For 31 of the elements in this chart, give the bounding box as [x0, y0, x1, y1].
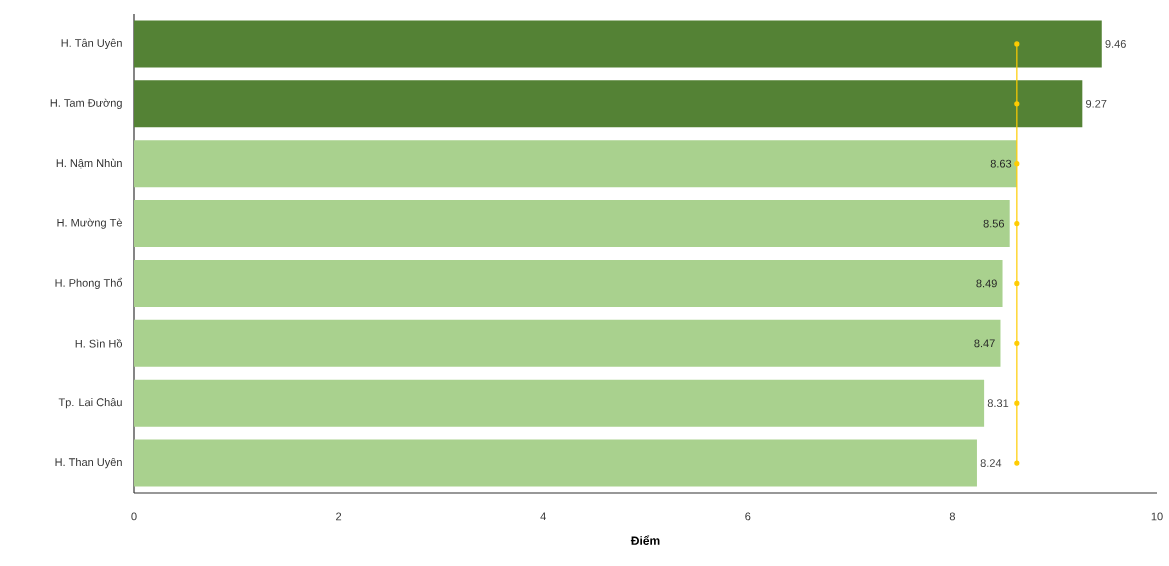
y-tick-label: H. Tam Đường	[50, 98, 122, 110]
x-tick-label: 10	[1151, 512, 1163, 521]
data-label: 8.24	[980, 459, 1002, 467]
bar	[134, 259, 1003, 307]
data-label: 8.49	[976, 279, 997, 288]
bar	[134, 80, 1083, 128]
bar	[134, 140, 1017, 188]
y-tick-label: H. Tân Uyên	[61, 38, 122, 50]
data-label: 8.63	[990, 159, 1012, 168]
bar	[134, 379, 985, 427]
y-tick-label: Tp. Lai Châu	[58, 398, 122, 409]
y-tick-label: H. Nậm Nhùn	[56, 158, 122, 169]
y-tick-label: H. Mường Tè	[57, 218, 122, 229]
y-tick-label: H. Than Uyên	[55, 457, 122, 469]
bar	[134, 20, 1102, 68]
x-tick-label: 2	[336, 512, 342, 521]
y-tick-label: H. Phong Thổ	[55, 277, 123, 290]
data-label: 9.46	[1105, 40, 1126, 48]
data-label: 8.31	[987, 399, 1009, 408]
bar	[134, 319, 1001, 367]
y-tick-label: H. Sìn Hồ	[75, 339, 123, 348]
bar	[134, 439, 977, 487]
data-label: 8.47	[974, 339, 995, 348]
bar	[134, 200, 1010, 248]
x-tick-label: 8	[949, 512, 955, 521]
x-tick-label: 6	[745, 512, 751, 521]
x-tick-label: 4	[540, 512, 546, 521]
x-tick-label: 0	[131, 512, 137, 521]
x-axis-title: Điểm	[630, 535, 660, 545]
data-label: 8.56	[983, 219, 1005, 228]
data-label: 9.27	[1086, 99, 1107, 108]
